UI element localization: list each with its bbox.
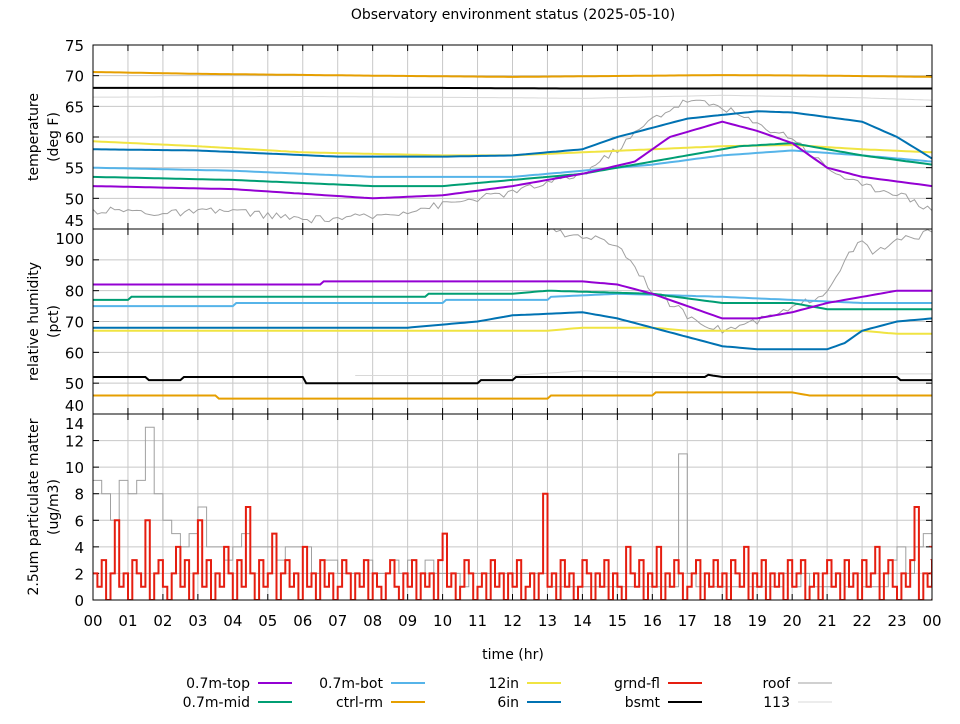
y-tick-label: 10 xyxy=(65,459,84,477)
y-axis-label: relative humidity xyxy=(26,262,42,381)
y-tick-label: 70 xyxy=(65,314,84,332)
series-0.7m-mid-line xyxy=(93,289,932,311)
y-tick-label: 100 xyxy=(55,230,84,248)
series-6in-line xyxy=(93,110,932,160)
y-tick-label: 55 xyxy=(65,160,84,178)
legend-label: bsmt xyxy=(625,695,661,711)
legend-label: grnd-fl xyxy=(614,676,660,692)
y-tick-label: 6 xyxy=(74,512,84,530)
y-tick-label: 60 xyxy=(65,129,84,147)
x-tick-label: 15 xyxy=(608,612,627,630)
legend-label: ctrl-rm xyxy=(336,695,383,711)
series-113-line xyxy=(93,94,932,101)
panel-0: 45 50 55 60 65 70 75 temperature (deg F) xyxy=(26,37,933,230)
y-axis-label: 2.5um particulate matter xyxy=(26,418,42,595)
legend-label: 0.7m-bot xyxy=(319,676,383,692)
series-0.7m-bot-line xyxy=(93,292,932,308)
panel-1: 40 50 60 70 80 90 100 relative humidity (pct) xyxy=(26,228,933,415)
y-tick-label: 45 xyxy=(65,212,84,230)
legend: 0.7m-top 0.7m-mid 0.7m-bot ctrl-rm 12in 6in gr… xyxy=(183,676,832,711)
y-tick-label: 50 xyxy=(65,190,84,208)
series-ctrl-rm-line xyxy=(93,391,932,400)
series-6in-line xyxy=(93,311,932,351)
y-tick-label: 80 xyxy=(65,283,84,301)
y-tick-label: 70 xyxy=(65,68,84,86)
y-tick-label: 40 xyxy=(65,397,84,415)
x-tick-label: 00 xyxy=(922,612,941,630)
x-tick-label: 13 xyxy=(538,612,557,630)
x-tick-label: 22 xyxy=(853,612,872,630)
x-tick-label: 00 xyxy=(83,612,102,630)
x-tick-label: 16 xyxy=(643,612,662,630)
series-0.7m-top-line xyxy=(93,120,932,200)
legend-label: 12in xyxy=(488,676,519,692)
legend-label: 0.7m-top xyxy=(186,676,250,692)
x-tick-label: 17 xyxy=(678,612,697,630)
y-tick-label: 60 xyxy=(65,344,84,362)
plot-frame xyxy=(92,413,933,601)
series-roof-line xyxy=(93,99,932,224)
x-tick-label: 19 xyxy=(748,612,767,630)
legend-label: 6in xyxy=(497,695,519,711)
x-tick-label: 06 xyxy=(293,612,312,630)
x-tick-label: 11 xyxy=(468,612,487,630)
x-tick-label: 08 xyxy=(363,612,382,630)
series-0.7m-bot-line xyxy=(93,149,932,178)
y-tick-label: 8 xyxy=(74,486,84,504)
x-tick-label: 04 xyxy=(223,612,242,630)
x-tick-label: 14 xyxy=(573,612,592,630)
x-tick-label: 07 xyxy=(328,612,347,630)
chart-title: Observatory environment status (2025-05-… xyxy=(351,7,675,23)
legend-label: 0.7m-mid xyxy=(183,695,250,711)
y-tick-label: 2 xyxy=(74,565,84,583)
x-tick-label: 18 xyxy=(713,612,732,630)
y-tick-label: 14 xyxy=(65,415,84,433)
x-tick-label: 02 xyxy=(153,612,172,630)
y-tick-label: 90 xyxy=(65,252,84,270)
legend-label: roof xyxy=(762,676,791,692)
series-12in-line xyxy=(93,326,932,335)
series-bsmt-line xyxy=(93,86,932,90)
y-tick-label: 4 xyxy=(74,539,84,557)
series-roof-line xyxy=(547,229,932,334)
series-roof-line xyxy=(93,426,932,588)
x-tick-label: 10 xyxy=(433,612,452,630)
legend-label: 113 xyxy=(763,695,790,711)
series-grnd-fl-line xyxy=(93,492,932,600)
x-tick-label: 01 xyxy=(118,612,137,630)
series-ctrl-rm-line xyxy=(93,71,932,78)
x-axis-label: time (hr) xyxy=(482,647,544,663)
y-axis-label: (deg F) xyxy=(46,112,62,162)
y-tick-label: 12 xyxy=(65,433,84,451)
x-tick-label: 20 xyxy=(783,612,802,630)
series-113-line xyxy=(355,370,932,376)
y-tick-label: 0 xyxy=(74,592,84,610)
y-axis-label: (pct) xyxy=(46,305,62,338)
y-tick-label: 65 xyxy=(65,98,84,116)
x-tick-label: 23 xyxy=(887,612,906,630)
x-tick-label: 21 xyxy=(818,612,837,630)
y-axis-label: (ug/m3) xyxy=(46,479,62,535)
x-tick-label: 12 xyxy=(503,612,522,630)
series-bsmt-line xyxy=(93,373,932,385)
x-tick-label: 09 xyxy=(398,612,417,630)
x-tick-label: 05 xyxy=(258,612,277,630)
x-tick-label: 03 xyxy=(188,612,207,630)
y-axis-label: temperature xyxy=(26,93,42,181)
y-tick-label: 50 xyxy=(65,375,84,393)
y-tick-label: 75 xyxy=(65,37,84,55)
series-0.7m-top-line xyxy=(93,280,932,320)
